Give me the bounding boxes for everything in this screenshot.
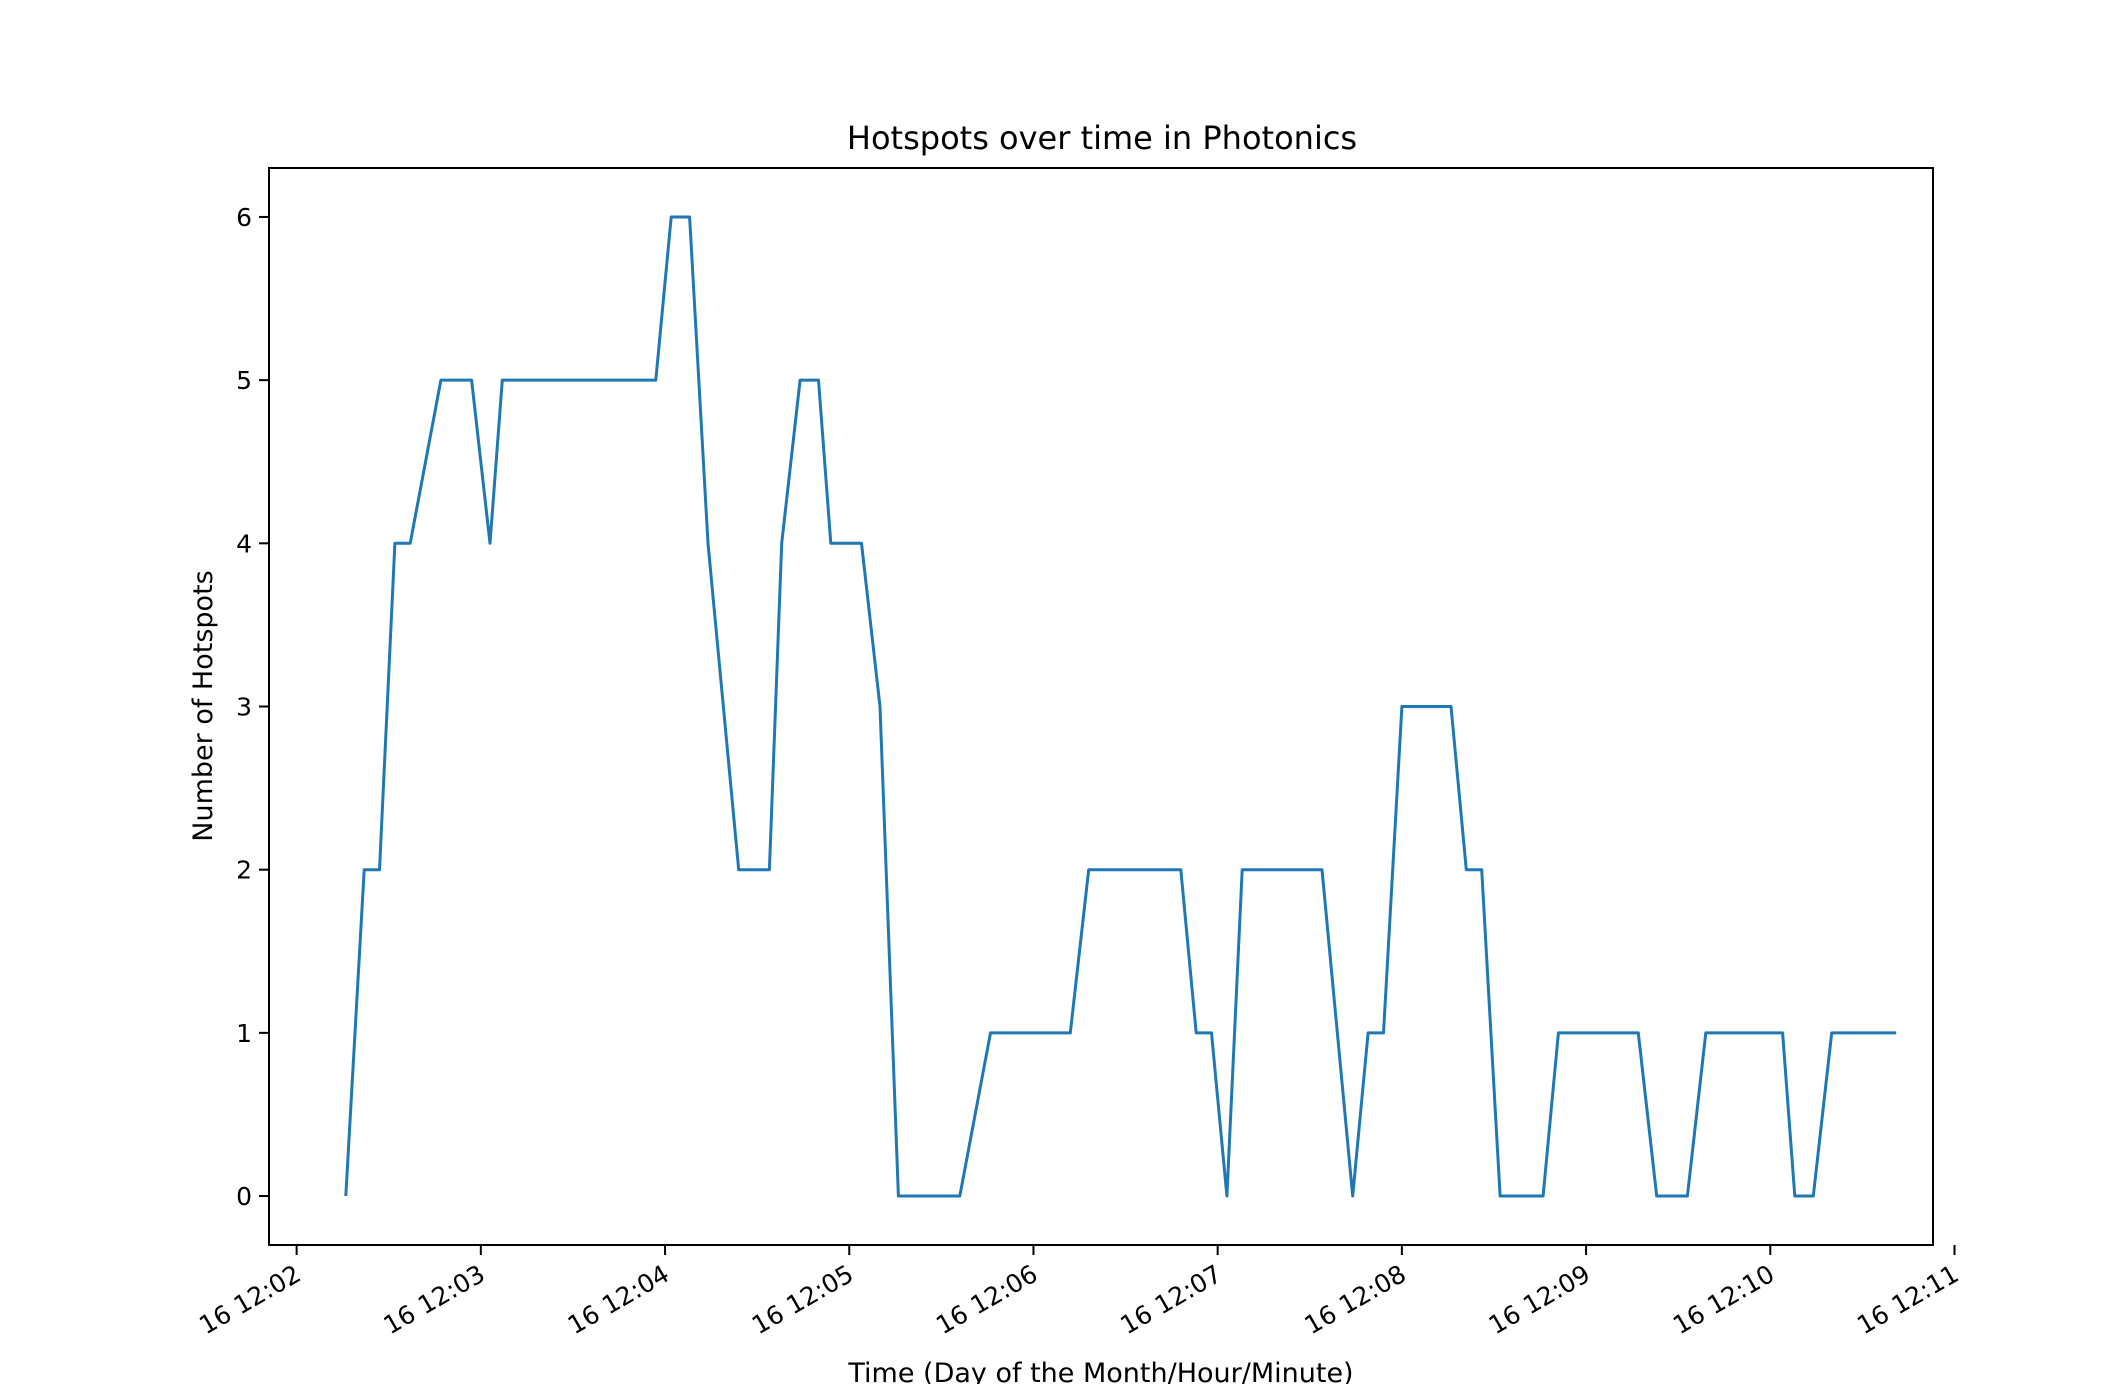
- x-tick-label: 16 12:11: [1852, 1259, 1963, 1340]
- data-point: [1685, 1194, 1689, 1198]
- data-point: [1225, 1194, 1229, 1198]
- data-point: [500, 378, 504, 382]
- y-tick-label: 3: [236, 693, 252, 722]
- data-point: [1894, 1031, 1898, 1035]
- data-point: [669, 215, 673, 219]
- data-point: [1793, 1194, 1797, 1198]
- plot-area: [268, 167, 1934, 1246]
- data-point: [829, 541, 833, 545]
- data-point: [470, 378, 474, 382]
- x-tick-label: 16 12:03: [379, 1259, 490, 1340]
- y-tick-label: 5: [236, 366, 252, 395]
- data-point: [378, 868, 382, 872]
- data-point: [1480, 868, 1484, 872]
- x-tick-label: 16 12:07: [1115, 1259, 1226, 1340]
- y-axis: 0 1 2 3 4 5 6: [236, 203, 269, 1211]
- data-point: [706, 541, 710, 545]
- data-point: [1464, 868, 1468, 872]
- data-point: [860, 541, 864, 545]
- data-point: [1351, 1194, 1355, 1198]
- x-axis: 16 12:02 16 12:03 16 12:04 16 12:05 16 12:06…: [194, 1245, 1963, 1340]
- data-point: [1498, 1194, 1502, 1198]
- data-point: [654, 378, 658, 382]
- data-point: [488, 541, 492, 545]
- data-point: [1830, 1031, 1834, 1035]
- data-point: [408, 541, 412, 545]
- data-point: [344, 1194, 348, 1198]
- x-tick-label: 16 12:06: [931, 1259, 1042, 1340]
- data-point: [1636, 1031, 1640, 1035]
- data-point: [1381, 1031, 1385, 1035]
- data-point: [362, 868, 366, 872]
- data-point: [1194, 1031, 1198, 1035]
- data-point: [1179, 868, 1183, 872]
- data-point: [817, 378, 821, 382]
- data-point: [393, 541, 397, 545]
- data-point: [1781, 1031, 1785, 1035]
- data-point: [1366, 1031, 1370, 1035]
- y-tick-label: 6: [236, 203, 252, 232]
- y-tick-label: 2: [236, 856, 252, 885]
- x-tick-label: 16 12:09: [1484, 1259, 1595, 1340]
- data-point: [1240, 868, 1244, 872]
- chart-title: Hotspots over time in Photonics: [847, 119, 1357, 157]
- data-point: [1087, 868, 1091, 872]
- data-point: [1449, 705, 1453, 709]
- data-point: [1210, 1031, 1214, 1035]
- data-point: [1400, 705, 1404, 709]
- data-point: [780, 541, 784, 545]
- data-point: [1541, 1194, 1545, 1198]
- data-point: [1811, 1194, 1815, 1198]
- data-point: [1704, 1031, 1708, 1035]
- x-tick-label: 16 12:05: [747, 1259, 858, 1340]
- data-point: [1655, 1194, 1659, 1198]
- series-line: [344, 215, 1897, 1198]
- data-point: [737, 868, 741, 872]
- data-points: [344, 215, 1898, 1198]
- data-point: [688, 215, 692, 219]
- x-tick-label: 16 12:08: [1300, 1259, 1411, 1340]
- data-point: [798, 378, 802, 382]
- data-point: [958, 1194, 962, 1198]
- y-tick-label: 4: [236, 529, 252, 558]
- y-tick-label: 0: [236, 1182, 252, 1211]
- x-tick-label: 16 12:02: [194, 1259, 305, 1340]
- y-tick-label: 1: [236, 1019, 252, 1048]
- data-point: [767, 868, 771, 872]
- data-point: [439, 378, 443, 382]
- data-point: [1556, 1031, 1560, 1035]
- data-point: [988, 1031, 992, 1035]
- x-tick-label: 16 12:04: [563, 1259, 674, 1340]
- data-point: [896, 1194, 900, 1198]
- data-point: [1068, 1031, 1072, 1035]
- x-axis-label: Time (Day of the Month/Hour/Minute): [847, 1358, 1353, 1384]
- y-axis-label: Number of Hotspots: [188, 570, 219, 841]
- data-point: [1320, 868, 1324, 872]
- data-point: [878, 705, 882, 709]
- x-tick-label: 16 12:10: [1668, 1259, 1779, 1340]
